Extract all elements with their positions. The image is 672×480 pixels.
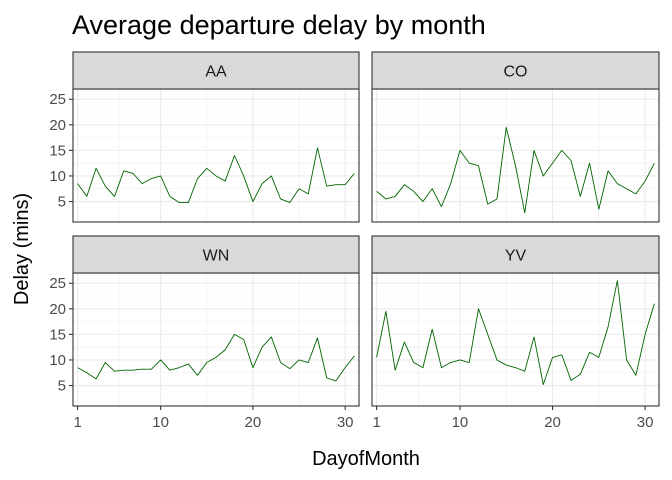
facet-panels: AA 5 10 15 20 25 CO WN 5 10 15 20 25 1 10 20 30 YV 1 10 20 30 [49, 51, 660, 431]
facet-label-yv: YV [505, 248, 527, 265]
y-tick-label: 25 [49, 91, 66, 108]
facet-label-wn: WN [203, 248, 230, 265]
x-tick-label: 10 [452, 414, 469, 431]
x-tick-label: 20 [544, 414, 561, 431]
x-axis-title: DayofMonth [312, 448, 420, 470]
series-line-wn [77, 333, 355, 382]
y-tick-label: 5 [58, 378, 66, 395]
series-line-aa [77, 147, 355, 204]
panel-background [372, 89, 659, 222]
x-tick-label: 30 [337, 414, 354, 431]
x-tick-label: 30 [637, 414, 654, 431]
x-tick-label: 20 [245, 414, 262, 431]
x-tick-label: 1 [73, 414, 81, 431]
facet-panel-yv: YV 1 10 20 30 [371, 235, 660, 431]
panel-background [73, 273, 359, 406]
facet-strip [72, 235, 360, 274]
y-tick-label: 15 [49, 142, 66, 159]
y-tick-label: 25 [49, 275, 66, 292]
chart-title: Average departure delay by month [72, 10, 486, 40]
y-axis-title: Delay (mins) [11, 193, 33, 305]
facet-label-aa: AA [205, 64, 227, 81]
x-tick-label: 10 [152, 414, 169, 431]
panel-background [372, 273, 659, 406]
series-line-co [376, 126, 655, 214]
facet-panel-wn: WN 5 10 15 20 25 1 10 20 30 [49, 235, 360, 431]
facet-strip [72, 51, 360, 90]
x-tick-label: 1 [372, 414, 380, 431]
y-tick-label: 20 [49, 117, 66, 134]
facet-panel-co: CO [371, 51, 660, 223]
y-tick-label: 20 [49, 301, 66, 318]
facet-panel-aa: AA 5 10 15 20 25 [49, 51, 360, 223]
y-tick-label: 15 [49, 326, 66, 343]
y-tick-label: 10 [49, 168, 66, 185]
y-tick-label: 5 [58, 194, 66, 211]
series-line-yv [376, 280, 655, 385]
y-tick-label: 10 [49, 352, 66, 369]
panel-background [73, 89, 359, 222]
facet-strip [371, 235, 660, 274]
facet-label-co: CO [504, 64, 528, 81]
facet-strip [371, 51, 660, 90]
